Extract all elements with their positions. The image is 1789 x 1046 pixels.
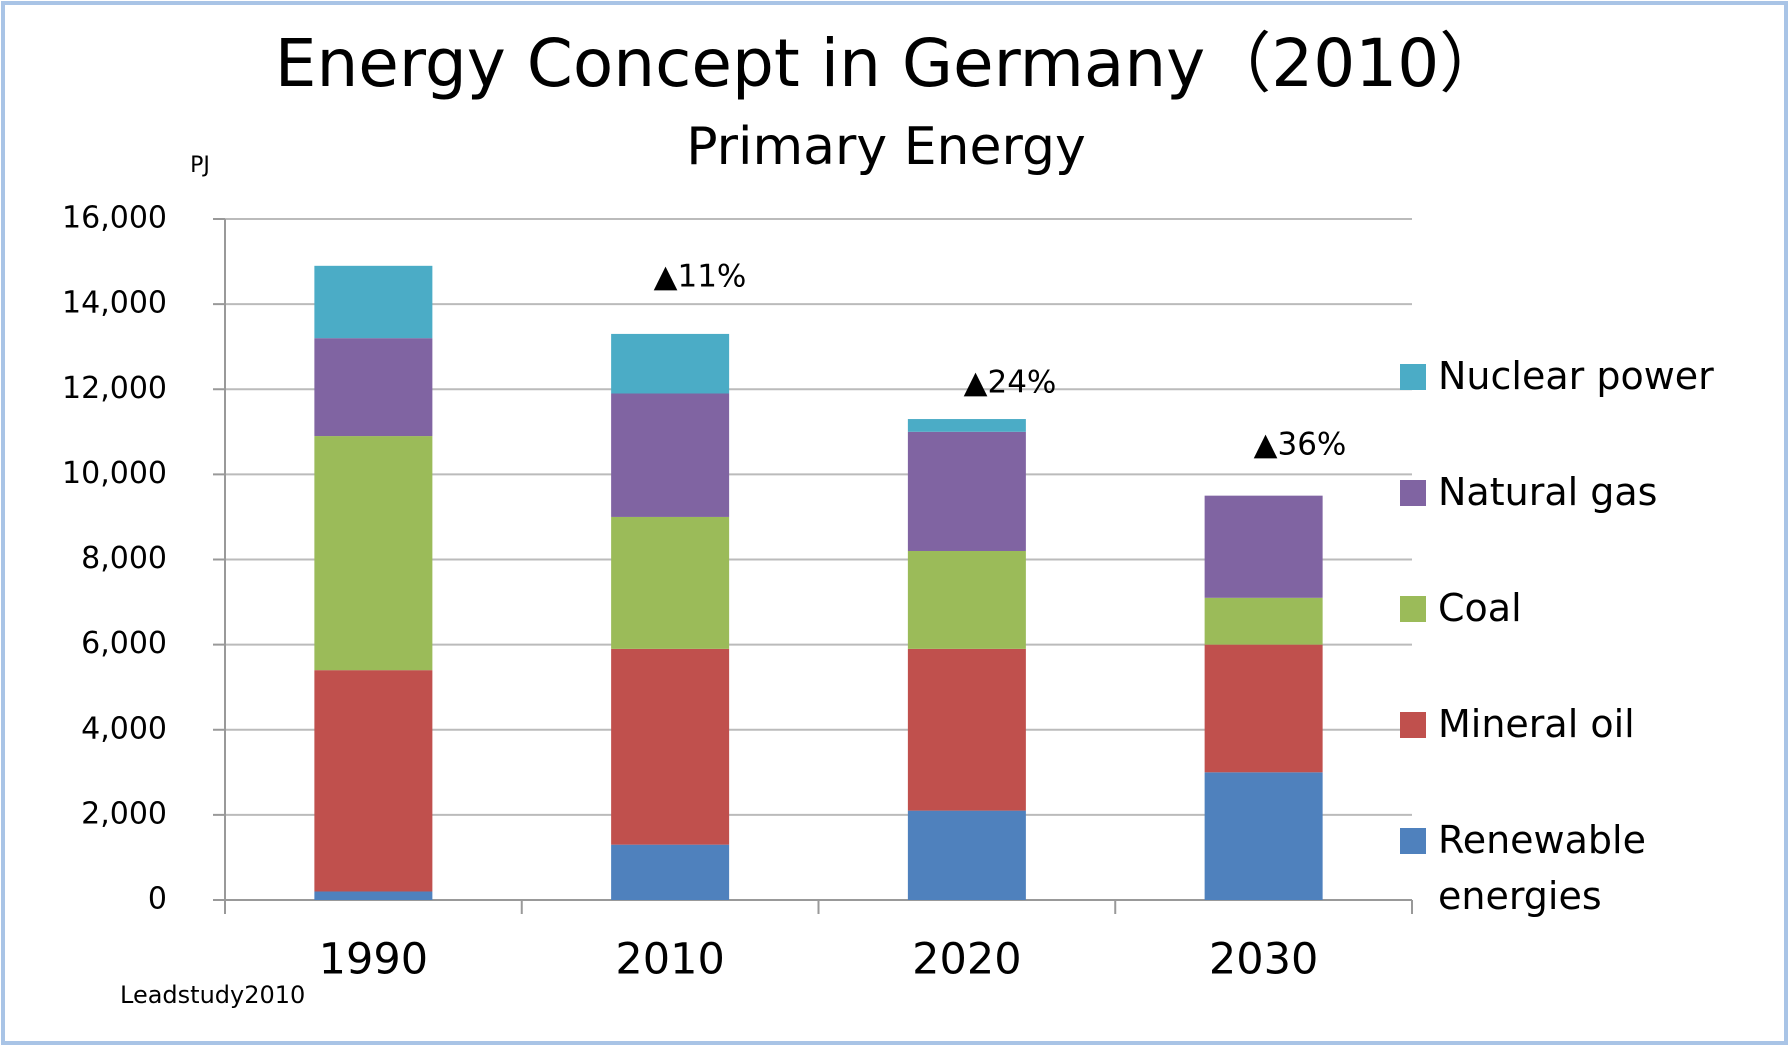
bar-segment xyxy=(907,550,1026,649)
bar-segment xyxy=(611,333,730,394)
legend-label: Nuclear power xyxy=(1438,354,1714,398)
legend: Nuclear power Natural gas Coal Mineral oil R… xyxy=(1400,350,1738,930)
bar-segment xyxy=(314,436,433,671)
legend-item: Coal xyxy=(1400,582,1738,698)
legend-item: Nuclear power xyxy=(1400,350,1738,466)
y-tick-label: 2,000 xyxy=(81,796,167,831)
x-tick-label: 2030 xyxy=(1209,935,1318,985)
bar-segment xyxy=(314,265,433,339)
bar-segment xyxy=(1204,495,1323,598)
bar-segment xyxy=(1204,644,1323,773)
annotation: ▲36% xyxy=(1254,427,1347,463)
source: Leadstudy2010 xyxy=(120,981,305,1009)
chart-subtitle: Primary Energy xyxy=(686,117,1086,177)
legend-label: Coal xyxy=(1438,586,1522,630)
y-tick-label: 0 xyxy=(148,882,167,917)
y-unit: PJ xyxy=(190,153,210,178)
bar-segment xyxy=(611,393,730,517)
bar-segment xyxy=(907,648,1026,811)
bar-segment xyxy=(907,431,1026,551)
x-tick-label: 2020 xyxy=(912,935,1021,985)
y-tick-label: 8,000 xyxy=(81,541,167,576)
y-tick-label: 10,000 xyxy=(62,456,167,491)
legend-label: Natural gas xyxy=(1438,470,1658,514)
bar-segment xyxy=(611,844,730,900)
y-tick-label: 16,000 xyxy=(62,201,167,236)
bar-segment xyxy=(907,419,1026,432)
bar-segment xyxy=(1204,772,1323,900)
chart-title: Energy Concept in Germany（2010） xyxy=(275,25,1505,102)
y-tick-label: 6,000 xyxy=(81,626,167,661)
y-tick-label: 12,000 xyxy=(62,371,167,406)
annotation: ▲24% xyxy=(964,365,1057,401)
bar-segment xyxy=(907,810,1026,900)
x-tick-label: 2010 xyxy=(615,935,724,985)
bar-segment xyxy=(611,648,730,845)
bar-segment xyxy=(611,516,730,649)
x-tick-label: 1990 xyxy=(319,935,428,985)
y-tick-label: 4,000 xyxy=(81,711,167,746)
legend-swatch xyxy=(1400,480,1426,506)
legend-label: Mineral oil xyxy=(1438,702,1635,746)
legend-item: Mineral oil xyxy=(1400,698,1738,814)
bar-segment xyxy=(314,670,433,892)
legend-item: Natural gas xyxy=(1400,466,1738,582)
legend-swatch xyxy=(1400,364,1426,390)
bar-segment xyxy=(314,338,433,437)
bar-segment xyxy=(314,891,433,900)
annotation: ▲11% xyxy=(654,259,747,295)
legend-item: Renewable energies xyxy=(1400,814,1738,930)
legend-swatch xyxy=(1400,712,1426,738)
legend-label: Renewable energies xyxy=(1438,818,1646,918)
bar-segment xyxy=(1204,597,1323,645)
y-tick-label: 14,000 xyxy=(62,286,167,321)
legend-swatch xyxy=(1400,828,1426,854)
legend-swatch xyxy=(1400,596,1426,622)
